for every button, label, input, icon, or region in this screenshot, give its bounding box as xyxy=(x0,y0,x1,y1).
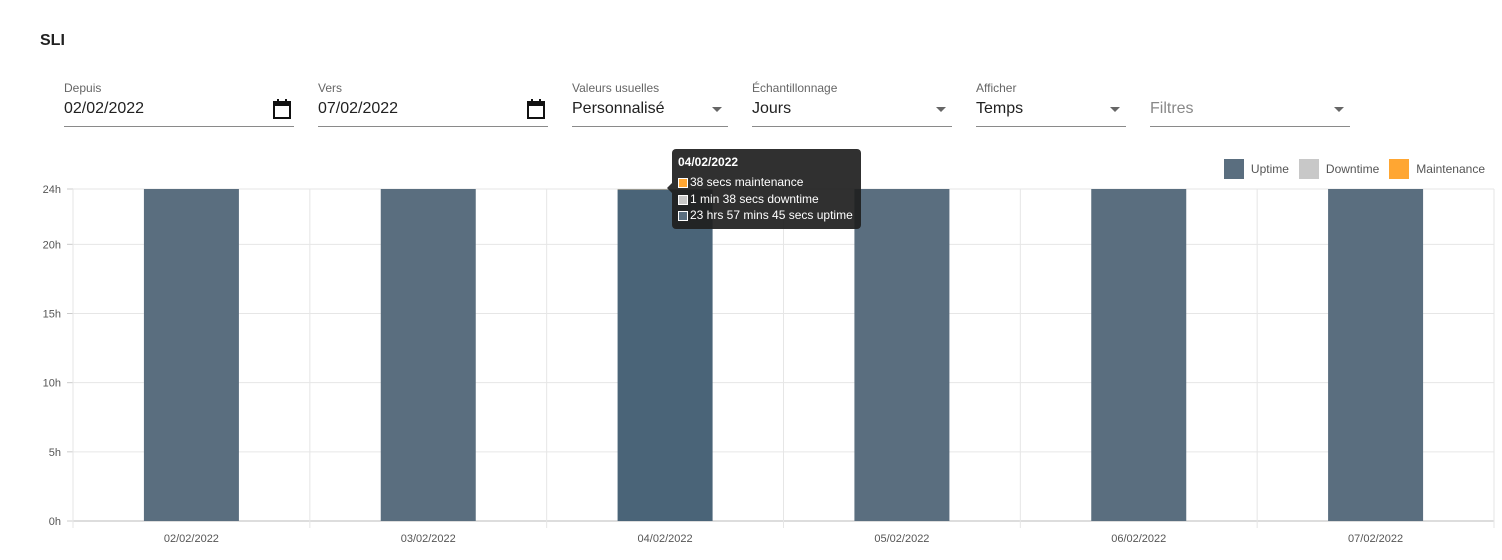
y-tick-label: 10h xyxy=(43,378,61,390)
field-value: 02/02/2022 xyxy=(64,100,145,117)
legend-label: Downtime xyxy=(1325,162,1380,176)
chevron-down-icon[interactable] xyxy=(1110,107,1120,112)
date-field-0[interactable]: Depuis 02/02/2022 xyxy=(64,80,294,127)
swatch xyxy=(678,178,688,188)
y-tick-label: 0h xyxy=(49,516,61,528)
legend-swatch xyxy=(1223,159,1244,179)
page-title: SLI xyxy=(40,32,65,49)
bar-uptime[interactable] xyxy=(617,189,713,522)
select-field-2[interactable]: Valeurs usuelles Personnalisé xyxy=(572,80,728,127)
tooltip-row-maintenance: 38 secs maintenance xyxy=(678,175,803,189)
tooltip-text: 38 secs maintenance xyxy=(690,175,804,189)
legend-swatch xyxy=(1298,159,1319,179)
tooltip-row-downtime: 1 min 38 secs downtime xyxy=(678,192,819,206)
select-field-4[interactable]: Afficher Temps xyxy=(976,80,1126,127)
field-label: Depuis xyxy=(64,81,102,95)
chevron-down-icon[interactable] xyxy=(936,107,946,112)
field-value: 07/02/2022 xyxy=(318,100,399,117)
y-tick-label: 20h xyxy=(43,239,61,251)
field-label: Valeurs usuelles xyxy=(572,81,660,95)
field-value: Personnalisé xyxy=(572,100,665,117)
bar-uptime[interactable] xyxy=(380,189,476,521)
tooltip-title: 04/02/2022 xyxy=(678,155,739,169)
bar-uptime[interactable] xyxy=(854,189,950,521)
legend-downtime[interactable]: Downtime xyxy=(1298,159,1380,179)
select-field-5[interactable]: Filtres xyxy=(1150,80,1350,127)
field-label: Vers xyxy=(318,81,343,95)
sli-chart: 0h 5h 10h 15h 20h 24h 02/02/2022 03/02/2022 04/0… xyxy=(43,184,1495,545)
legend-label: Uptime xyxy=(1250,162,1289,176)
bar-uptime[interactable] xyxy=(1091,189,1187,521)
calendar-icon[interactable] xyxy=(272,98,292,120)
tooltip-text: 1 min 38 secs downtime xyxy=(690,192,819,206)
x-tick-label: 05/02/2022 xyxy=(874,533,929,545)
bar-uptime[interactable] xyxy=(1328,189,1424,521)
field-value: Jours xyxy=(752,100,792,117)
bar-uptime[interactable] xyxy=(143,189,239,521)
chevron-down-icon[interactable] xyxy=(712,107,722,112)
date-field-1[interactable]: Vers 07/02/2022 xyxy=(318,80,548,127)
field-value: Temps xyxy=(976,100,1024,117)
select-field-3[interactable]: Échantillonnage Jours xyxy=(752,80,952,127)
chart-legend: Uptime Downtime Maintenance xyxy=(1223,159,1485,179)
chevron-down-icon[interactable] xyxy=(1334,107,1344,112)
y-tick-label: 24h xyxy=(43,184,61,196)
chart-tooltip: 04/02/2022 38 secs maintenance 1 min 38 … xyxy=(667,149,861,229)
field-label: Afficher xyxy=(976,81,1017,95)
calendar-icon[interactable] xyxy=(526,98,546,120)
x-tick-label: 03/02/2022 xyxy=(401,533,456,545)
x-tick-label: 04/02/2022 xyxy=(638,533,693,545)
tooltip-text: 23 hrs 57 mins 45 secs uptime xyxy=(690,208,853,222)
x-tick-label: 06/02/2022 xyxy=(1111,533,1166,545)
y-tick-label: 15h xyxy=(43,309,61,321)
x-tick-label: 07/02/2022 xyxy=(1348,533,1403,545)
y-tick-label: 5h xyxy=(49,447,61,459)
legend-label: Maintenance xyxy=(1416,162,1485,176)
legend-uptime[interactable]: Uptime xyxy=(1223,159,1289,179)
legend-maintenance[interactable]: Maintenance xyxy=(1389,159,1485,179)
swatch xyxy=(678,211,688,221)
legend-swatch xyxy=(1389,159,1410,179)
x-tick-label: 02/02/2022 xyxy=(164,533,219,545)
swatch xyxy=(678,195,688,205)
tooltip-row-uptime: 23 hrs 57 mins 45 secs uptime xyxy=(678,208,853,222)
field-label: Échantillonnage xyxy=(752,81,838,95)
field-placeholder: Filtres xyxy=(1150,100,1194,117)
